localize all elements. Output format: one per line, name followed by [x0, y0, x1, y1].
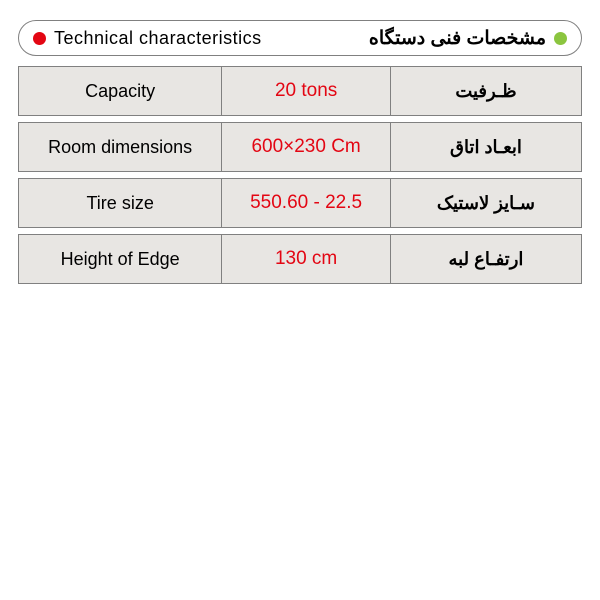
header-fa-title: مشخصات فنی دستگاه — [369, 27, 546, 50]
table-row: Tire size 550.60 - 22.5 سـایز لاستیک — [18, 178, 582, 228]
dot-green-icon — [554, 32, 567, 45]
table-row: Capacity 20 tons ظـرفیت — [18, 66, 582, 116]
cell-fa: ارتفـاع لبه — [390, 235, 581, 283]
header-en-title: Technical characteristics — [54, 28, 262, 49]
cell-fa: سـایز لاستیک — [390, 179, 581, 227]
cell-fa: ابعـاد اتاق — [390, 123, 581, 171]
table-row: Height of Edge 130 cm ارتفـاع لبه — [18, 234, 582, 284]
dot-red-icon — [33, 32, 46, 45]
header-left: Technical characteristics — [33, 28, 262, 49]
cell-en: Height of Edge — [19, 235, 221, 283]
cell-value: 130 cm — [221, 235, 390, 283]
cell-value: 550.60 - 22.5 — [221, 179, 390, 227]
spec-table: Capacity 20 tons ظـرفیت Room dimensions … — [18, 66, 582, 284]
cell-en: Tire size — [19, 179, 221, 227]
header-right: مشخصات فنی دستگاه — [369, 27, 567, 50]
cell-fa: ظـرفیت — [390, 67, 581, 115]
cell-en: Room dimensions — [19, 123, 221, 171]
cell-value: 20 tons — [221, 67, 390, 115]
cell-en: Capacity — [19, 67, 221, 115]
table-row: Room dimensions 600×230 Cm ابعـاد اتاق — [18, 122, 582, 172]
header-bar: Technical characteristics مشخصات فنی دست… — [18, 20, 582, 56]
cell-value: 600×230 Cm — [221, 123, 390, 171]
